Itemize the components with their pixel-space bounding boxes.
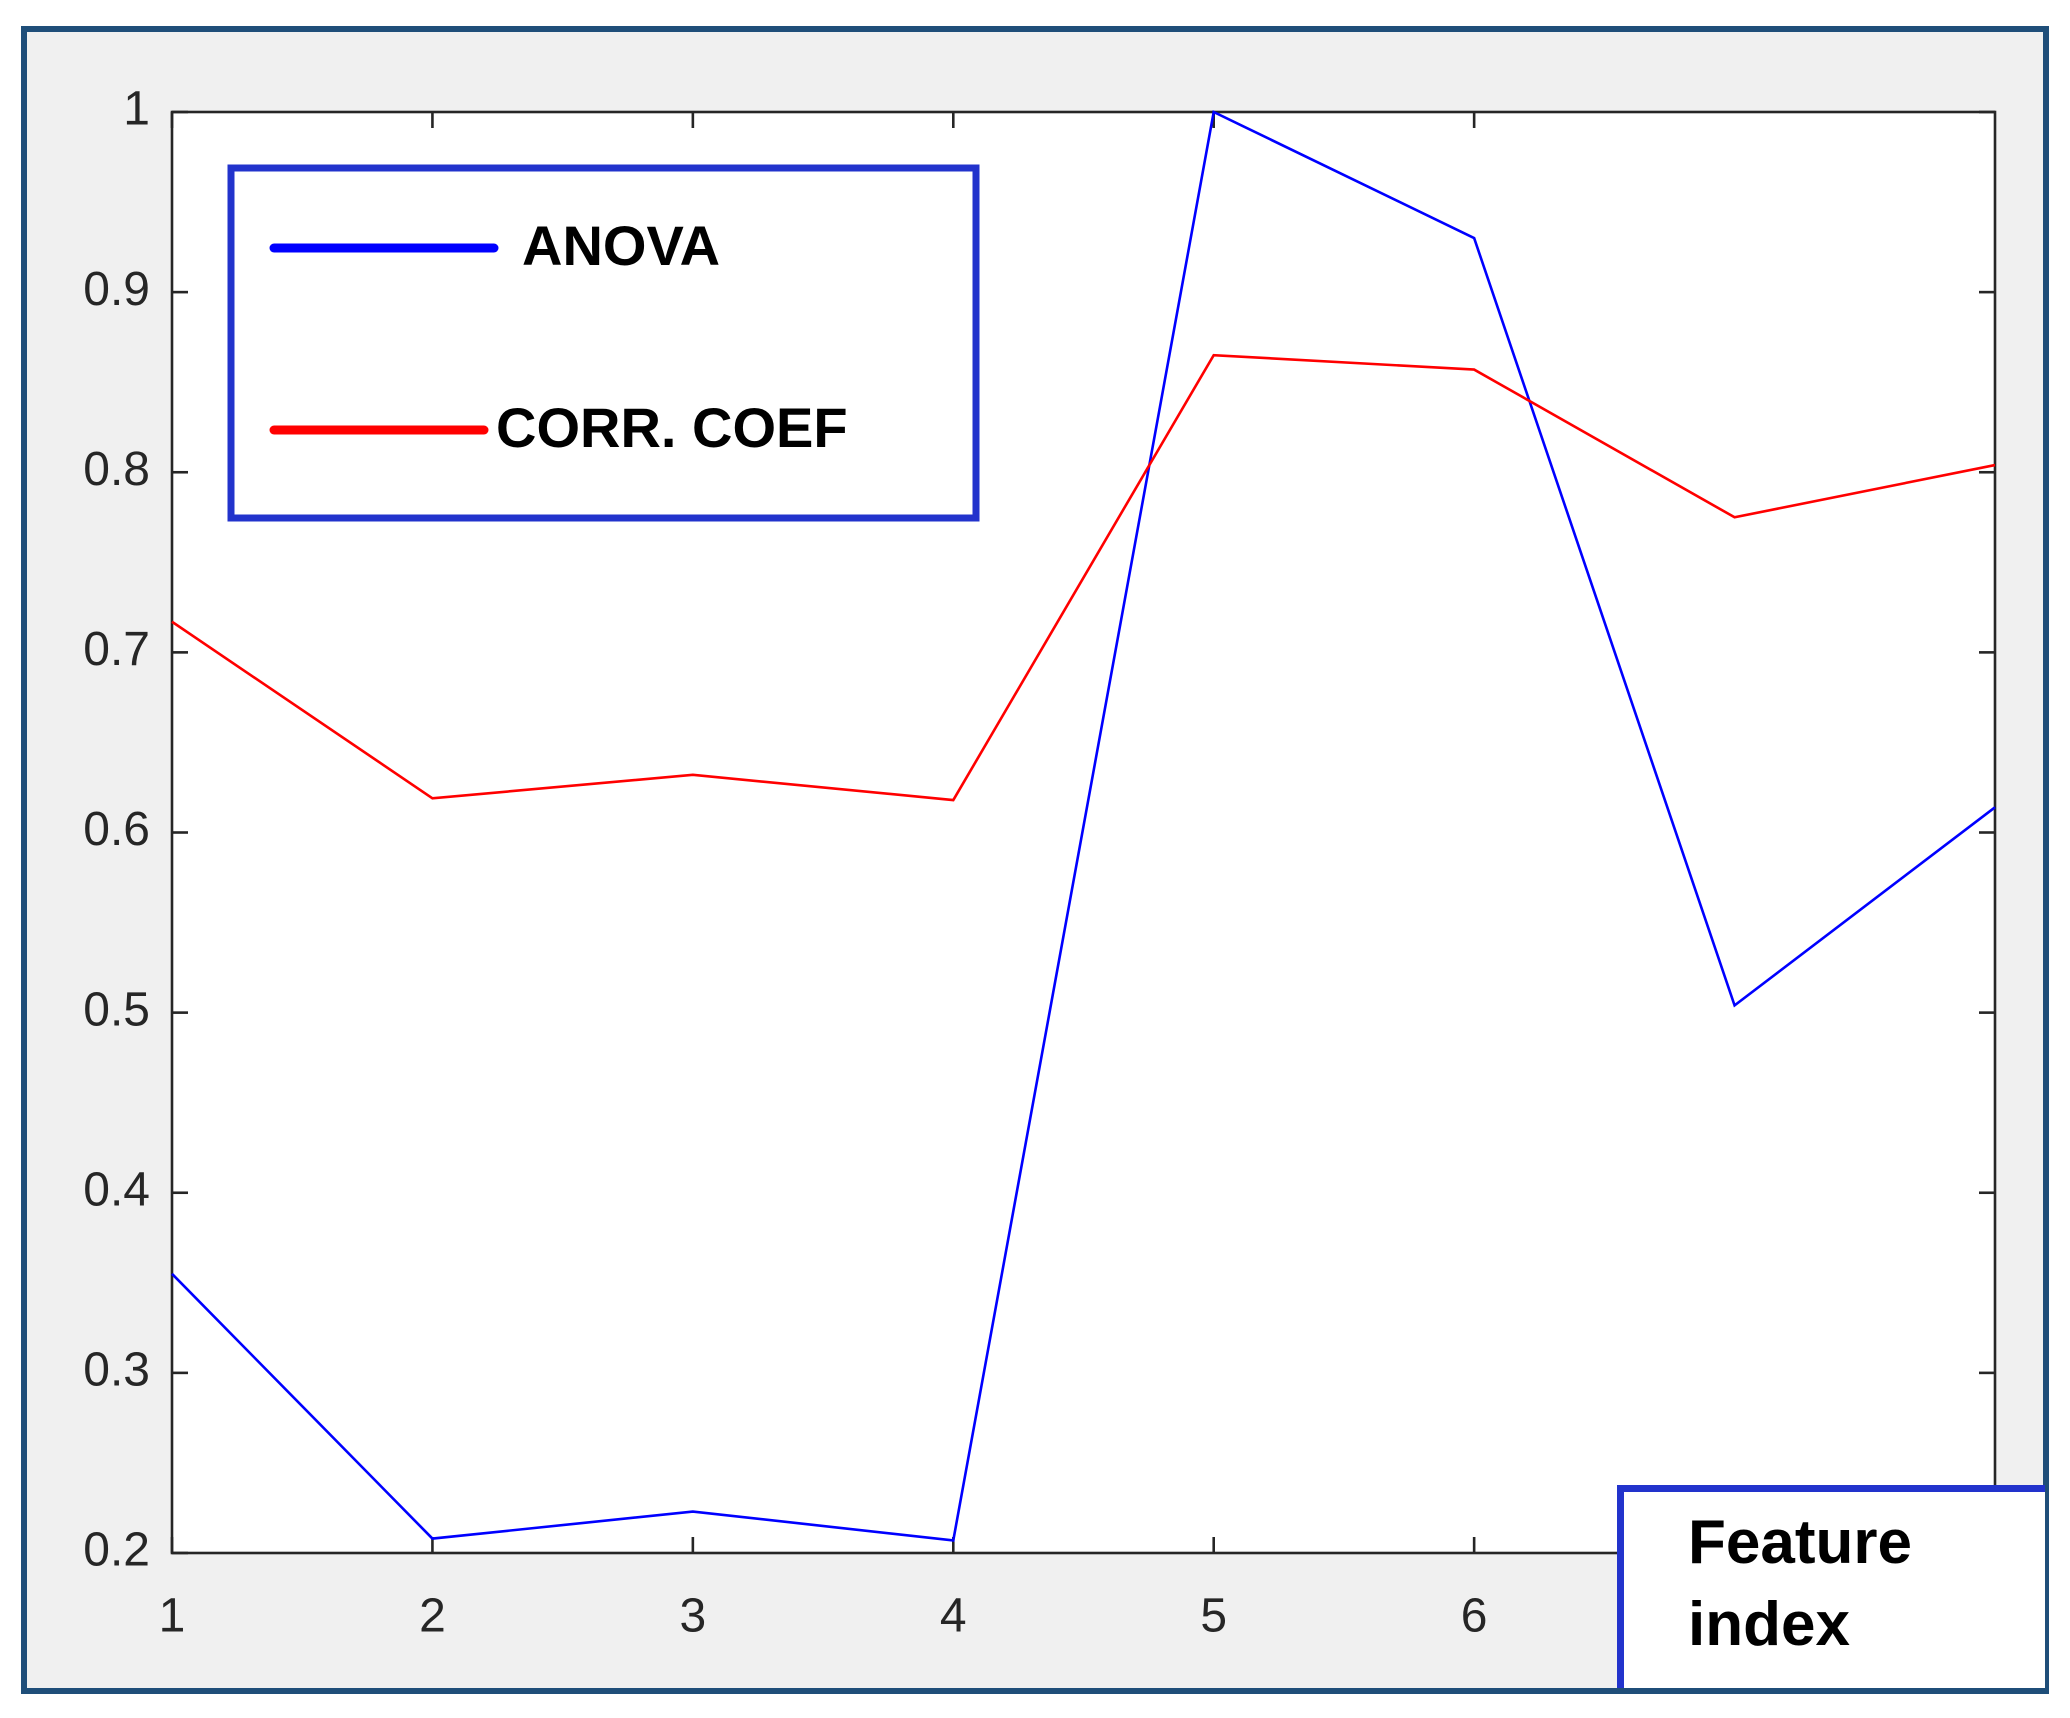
y-tick-label: 0.2 bbox=[83, 1524, 150, 1577]
x-tick-label: 2 bbox=[419, 1590, 446, 1643]
series-line bbox=[171, 110, 1996, 1542]
y-tick-label: 0.7 bbox=[83, 623, 150, 676]
legend-label: ANOVA bbox=[522, 214, 720, 277]
y-tick-label: 0.5 bbox=[83, 983, 150, 1036]
x-tick-label: 6 bbox=[1461, 1590, 1488, 1643]
legend-box bbox=[227, 164, 980, 522]
y-tick-label: 0.8 bbox=[83, 443, 150, 496]
y-tick-label: 0.3 bbox=[83, 1344, 150, 1397]
x-tick-label: 3 bbox=[680, 1590, 707, 1643]
y-tick-label: 1 bbox=[123, 83, 150, 136]
x-tick-label: 1 bbox=[159, 1590, 186, 1643]
x-axis-label: Feature index bbox=[1617, 1485, 2045, 1688]
y-tick-label: 0.9 bbox=[83, 263, 150, 316]
y-tick-label: 0.6 bbox=[83, 803, 150, 856]
x-tick-label: 5 bbox=[1200, 1590, 1227, 1643]
x-tick-label: 4 bbox=[940, 1590, 967, 1643]
series-line bbox=[171, 353, 1996, 802]
y-tick-label: 0.4 bbox=[83, 1163, 150, 1216]
legend-label: CORR. COEF bbox=[496, 396, 848, 459]
